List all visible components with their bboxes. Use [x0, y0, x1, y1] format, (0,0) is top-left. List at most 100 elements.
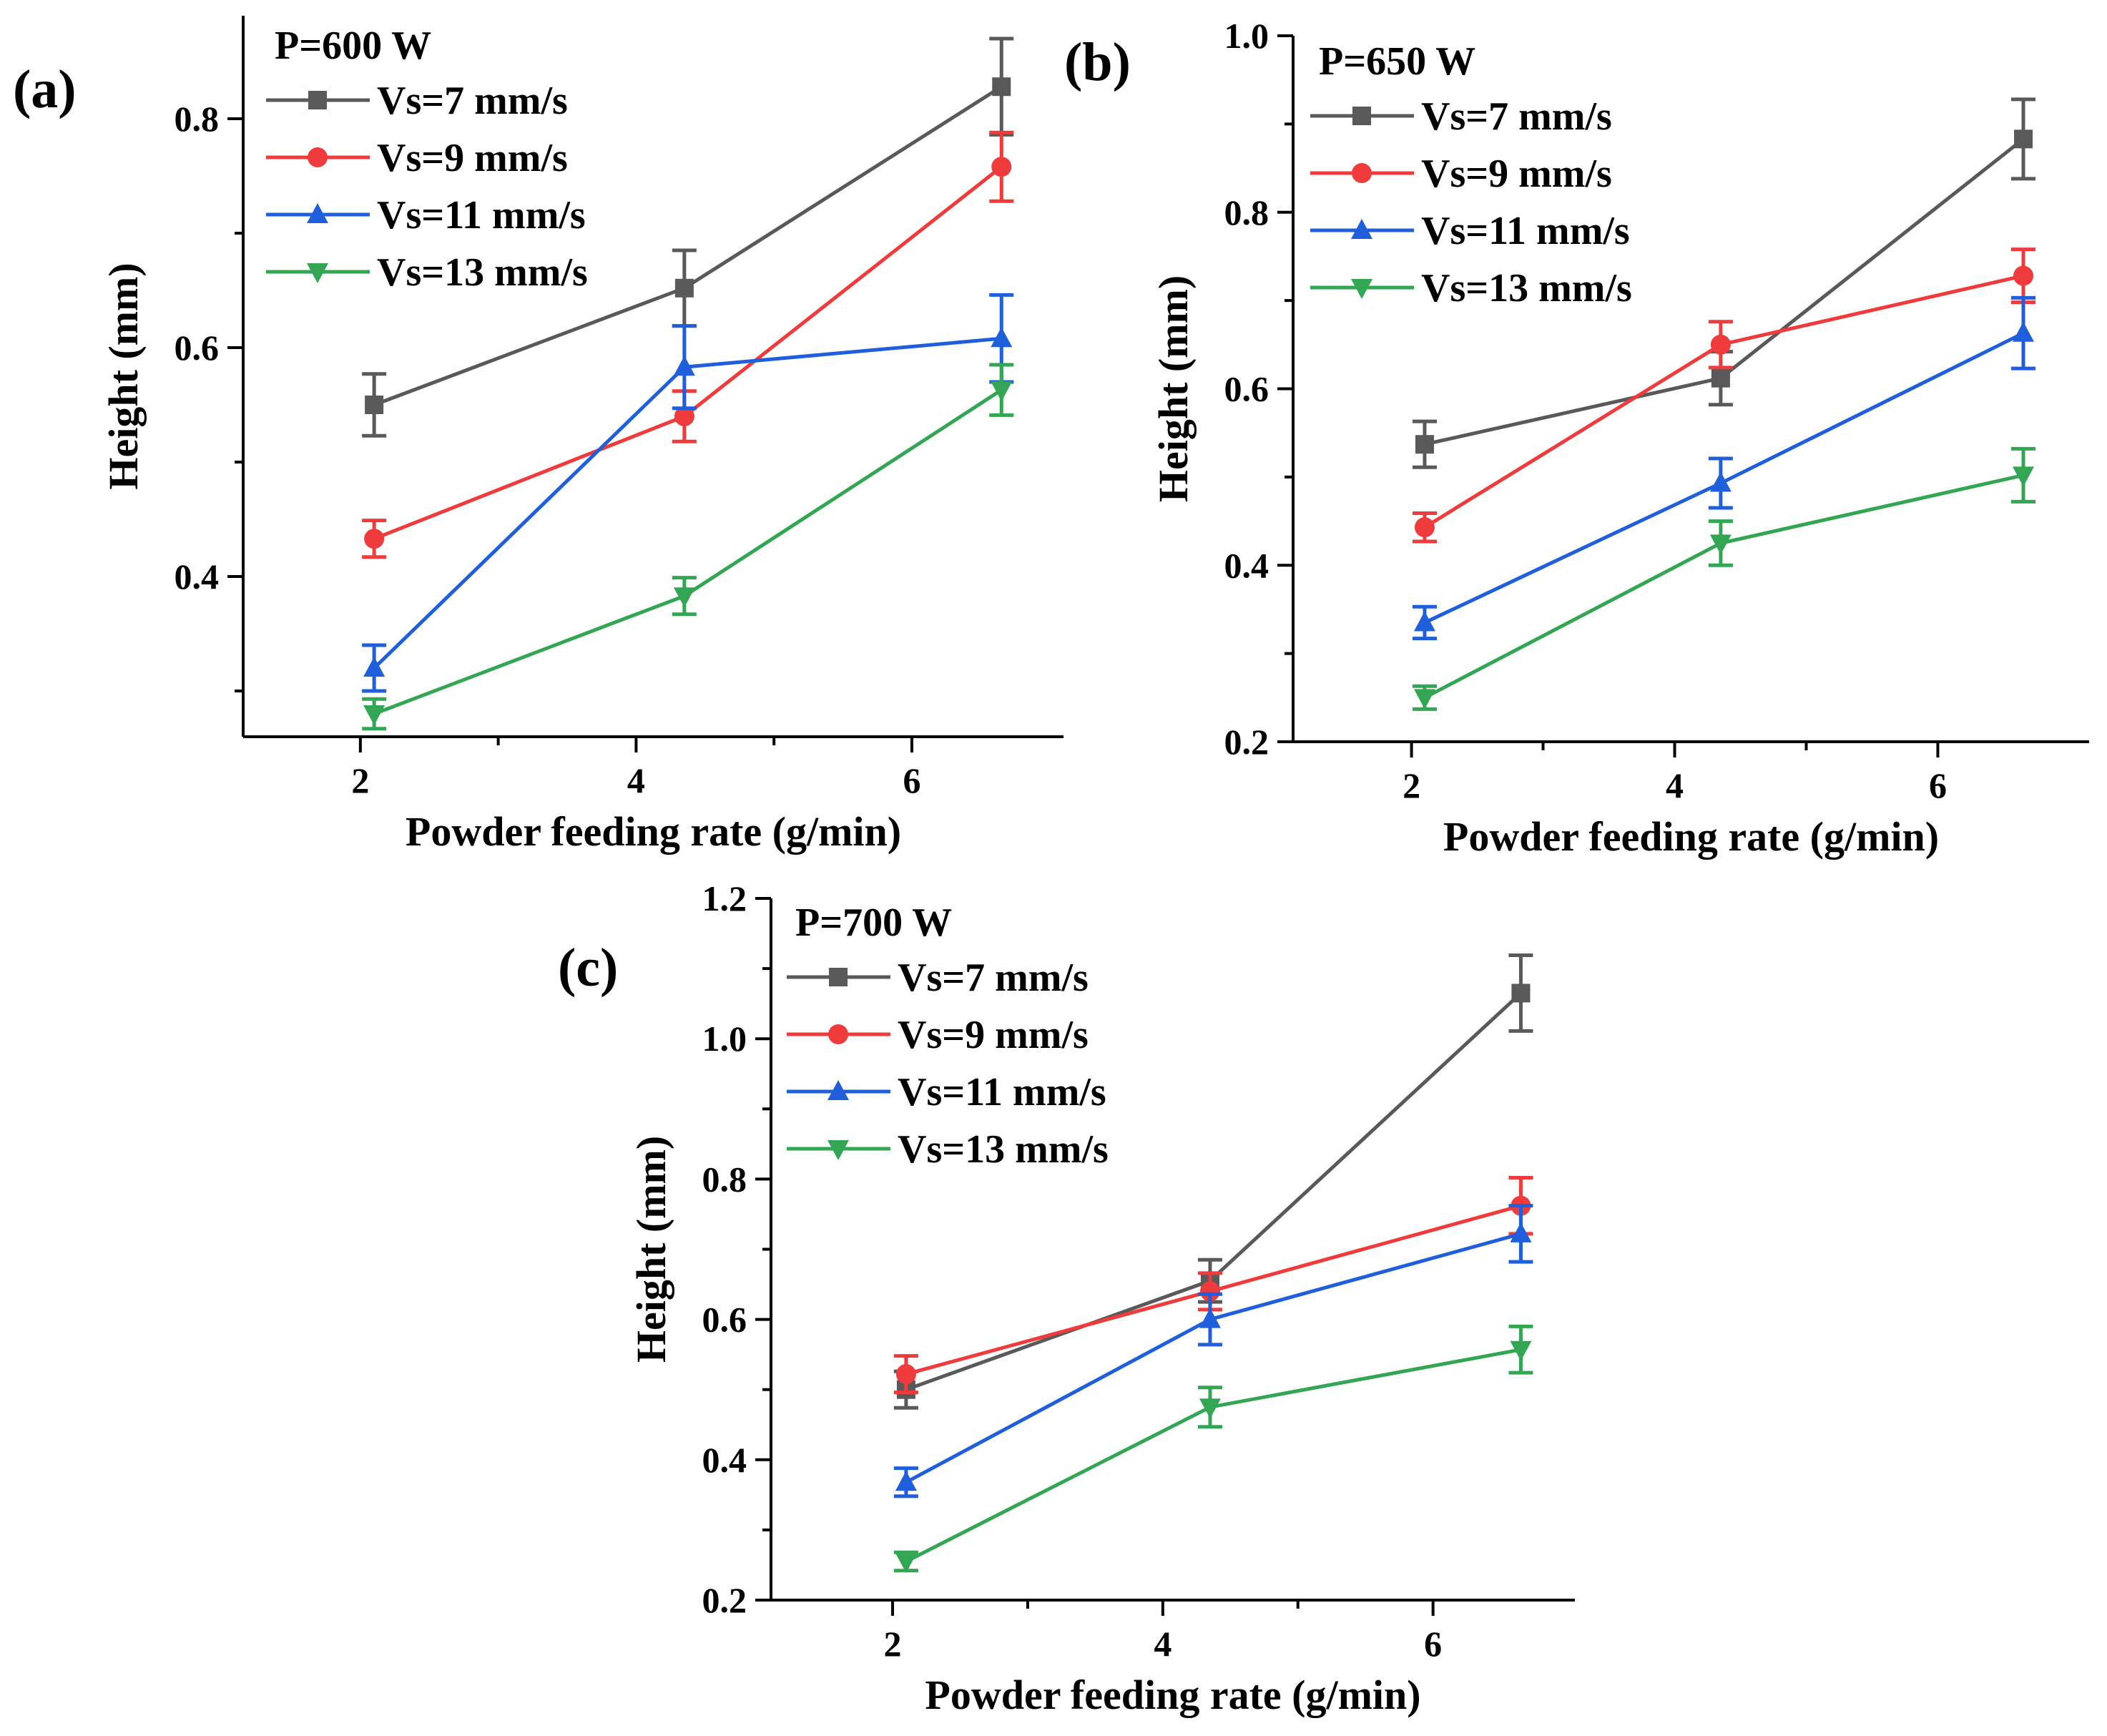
panel-label: (b)	[1064, 32, 1131, 92]
legend-label: Vs=9 mm/s	[898, 1013, 1089, 1057]
data-point	[895, 1364, 916, 1385]
series-line	[905, 1348, 1521, 1564]
data-point	[673, 587, 695, 608]
data-point	[363, 705, 385, 725]
legend-item: Vs=7 mm/s	[1310, 94, 1612, 139]
data-point	[1415, 435, 1434, 454]
x-tick-label: 2	[351, 760, 369, 800]
y-tick-label: 0.8	[702, 1159, 747, 1199]
data-point	[1414, 517, 1435, 538]
legend-item: Vs=11 mm/s	[787, 1070, 1106, 1114]
y-tick-label: 1.2	[702, 878, 747, 918]
legend-item: Vs=9 mm/s	[787, 1013, 1089, 1057]
x-tick-label: 6	[1929, 765, 1947, 805]
series-4	[1412, 446, 2036, 711]
legend-item: Vs=7 mm/s	[787, 956, 1089, 1000]
panel-a: 2 4 6 0.4 0.6 0.8 Powder feeding rate (g/min) H…	[13, 16, 1064, 855]
y-tick-label: 1.0	[1224, 16, 1269, 56]
legend-marker	[827, 1140, 849, 1160]
series-2	[362, 130, 1014, 559]
data-point	[895, 1471, 917, 1491]
x-tick-label: 4	[627, 760, 645, 800]
x-tick-label: 4	[1666, 765, 1684, 805]
y-tick-label: 0.2	[702, 1580, 747, 1620]
legend-label: Vs=13 mm/s	[898, 1127, 1109, 1172]
data-point	[1199, 1398, 1221, 1419]
x-tick-label: 6	[903, 760, 920, 800]
y-axis-title: Height (mm)	[628, 1136, 674, 1363]
data-point	[1709, 534, 1732, 555]
data-point	[674, 406, 694, 426]
legend-marker	[308, 91, 327, 109]
legend: P=700 W Vs=7 mm/s Vs=9 mm/s Vs=11 mm/s Vs=13…	[787, 901, 1109, 1172]
legend: P=650 W Vs=7 mm/s Vs=9 mm/s Vs=11 mm/s Vs=13…	[1310, 39, 1632, 310]
data-point	[2013, 265, 2034, 286]
legend-marker	[307, 203, 328, 223]
data-point	[991, 327, 1013, 348]
legend-label: Vs=11 mm/s	[1421, 209, 1630, 253]
legend-label: Vs=7 mm/s	[1421, 94, 1612, 139]
data-point	[1709, 471, 1732, 492]
data-point	[1510, 1222, 1532, 1242]
series-1	[362, 36, 1014, 438]
legend-label: Vs=7 mm/s	[898, 956, 1089, 1000]
y-tick-label: 0.4	[702, 1440, 747, 1480]
y-axis-title: Height (mm)	[100, 263, 147, 489]
y-tick-label: 0.8	[175, 99, 220, 139]
legend-title: P=600 W	[275, 24, 431, 68]
legend-marker	[828, 1024, 848, 1044]
data-point	[364, 529, 385, 549]
x-tick-label: 6	[1424, 1624, 1442, 1664]
x-tick-label: 4	[1154, 1624, 1172, 1664]
legend-title: P=650 W	[1319, 39, 1475, 84]
data-point	[991, 157, 1012, 177]
data-point	[1511, 984, 1531, 1003]
legend-marker	[829, 968, 848, 986]
data-point	[895, 1553, 917, 1574]
legend-marker	[1352, 163, 1372, 183]
y-tick-label: 1.0	[702, 1019, 747, 1059]
legend-item: Vs=11 mm/s	[266, 193, 586, 237]
legend-item: Vs=9 mm/s	[266, 136, 568, 180]
data-point	[673, 355, 695, 376]
series-4	[893, 1324, 1533, 1574]
data-point	[1413, 689, 1435, 710]
panel-label: (c)	[558, 938, 618, 998]
series-line	[373, 388, 1003, 716]
legend-marker	[308, 147, 328, 167]
y-tick-label: 0.2	[1224, 722, 1269, 762]
panel-label: (a)	[13, 59, 77, 119]
x-axis-title: Powder feeding rate (g/min)	[1443, 813, 1939, 860]
panel-b: 2 4 6 0.2 0.4 0.6 0.8 1.0 Powder feeding rate (g…	[1064, 16, 2089, 860]
y-axis-title: Height (mm)	[1150, 275, 1197, 502]
x-axis-title: Powder feeding rate (g/min)	[406, 808, 901, 855]
y-tick-label: 0.6	[175, 328, 220, 368]
data-point	[1413, 611, 1435, 632]
legend-marker	[1351, 279, 1372, 299]
data-point	[1710, 334, 1731, 355]
data-point	[1199, 1281, 1220, 1302]
data-point	[363, 657, 385, 677]
data-point	[2013, 321, 2035, 342]
data-point	[1510, 1340, 1532, 1361]
data-point	[992, 77, 1011, 97]
legend-label: Vs=7 mm/s	[377, 79, 568, 123]
y-tick-label: 0.8	[1224, 192, 1269, 232]
y-tick-label: 0.6	[702, 1300, 747, 1340]
series-3	[893, 1204, 1533, 1499]
legend-item: Vs=9 mm/s	[1310, 152, 1612, 196]
y-tick-label: 0.4	[1224, 545, 1269, 585]
panel-c: 2 4 6 0.2 0.4 0.6 0.8 1.0 1.2 Powder feeding rate…	[558, 878, 1575, 1718]
data-point	[991, 381, 1013, 402]
legend-marker	[1351, 219, 1372, 239]
legend-label: Vs=11 mm/s	[377, 193, 586, 237]
legend-item: Vs=13 mm/s	[266, 250, 588, 295]
legend-label: Vs=13 mm/s	[377, 250, 588, 295]
data-point	[365, 396, 384, 414]
legend: P=600 W Vs=7 mm/s Vs=9 mm/s Vs=11 mm/s Vs=13…	[266, 24, 588, 295]
series-3	[1412, 295, 2036, 641]
x-tick-label: 2	[884, 1624, 902, 1664]
legend-title: P=700 W	[795, 901, 952, 945]
legend-label: Vs=9 mm/s	[377, 136, 568, 180]
